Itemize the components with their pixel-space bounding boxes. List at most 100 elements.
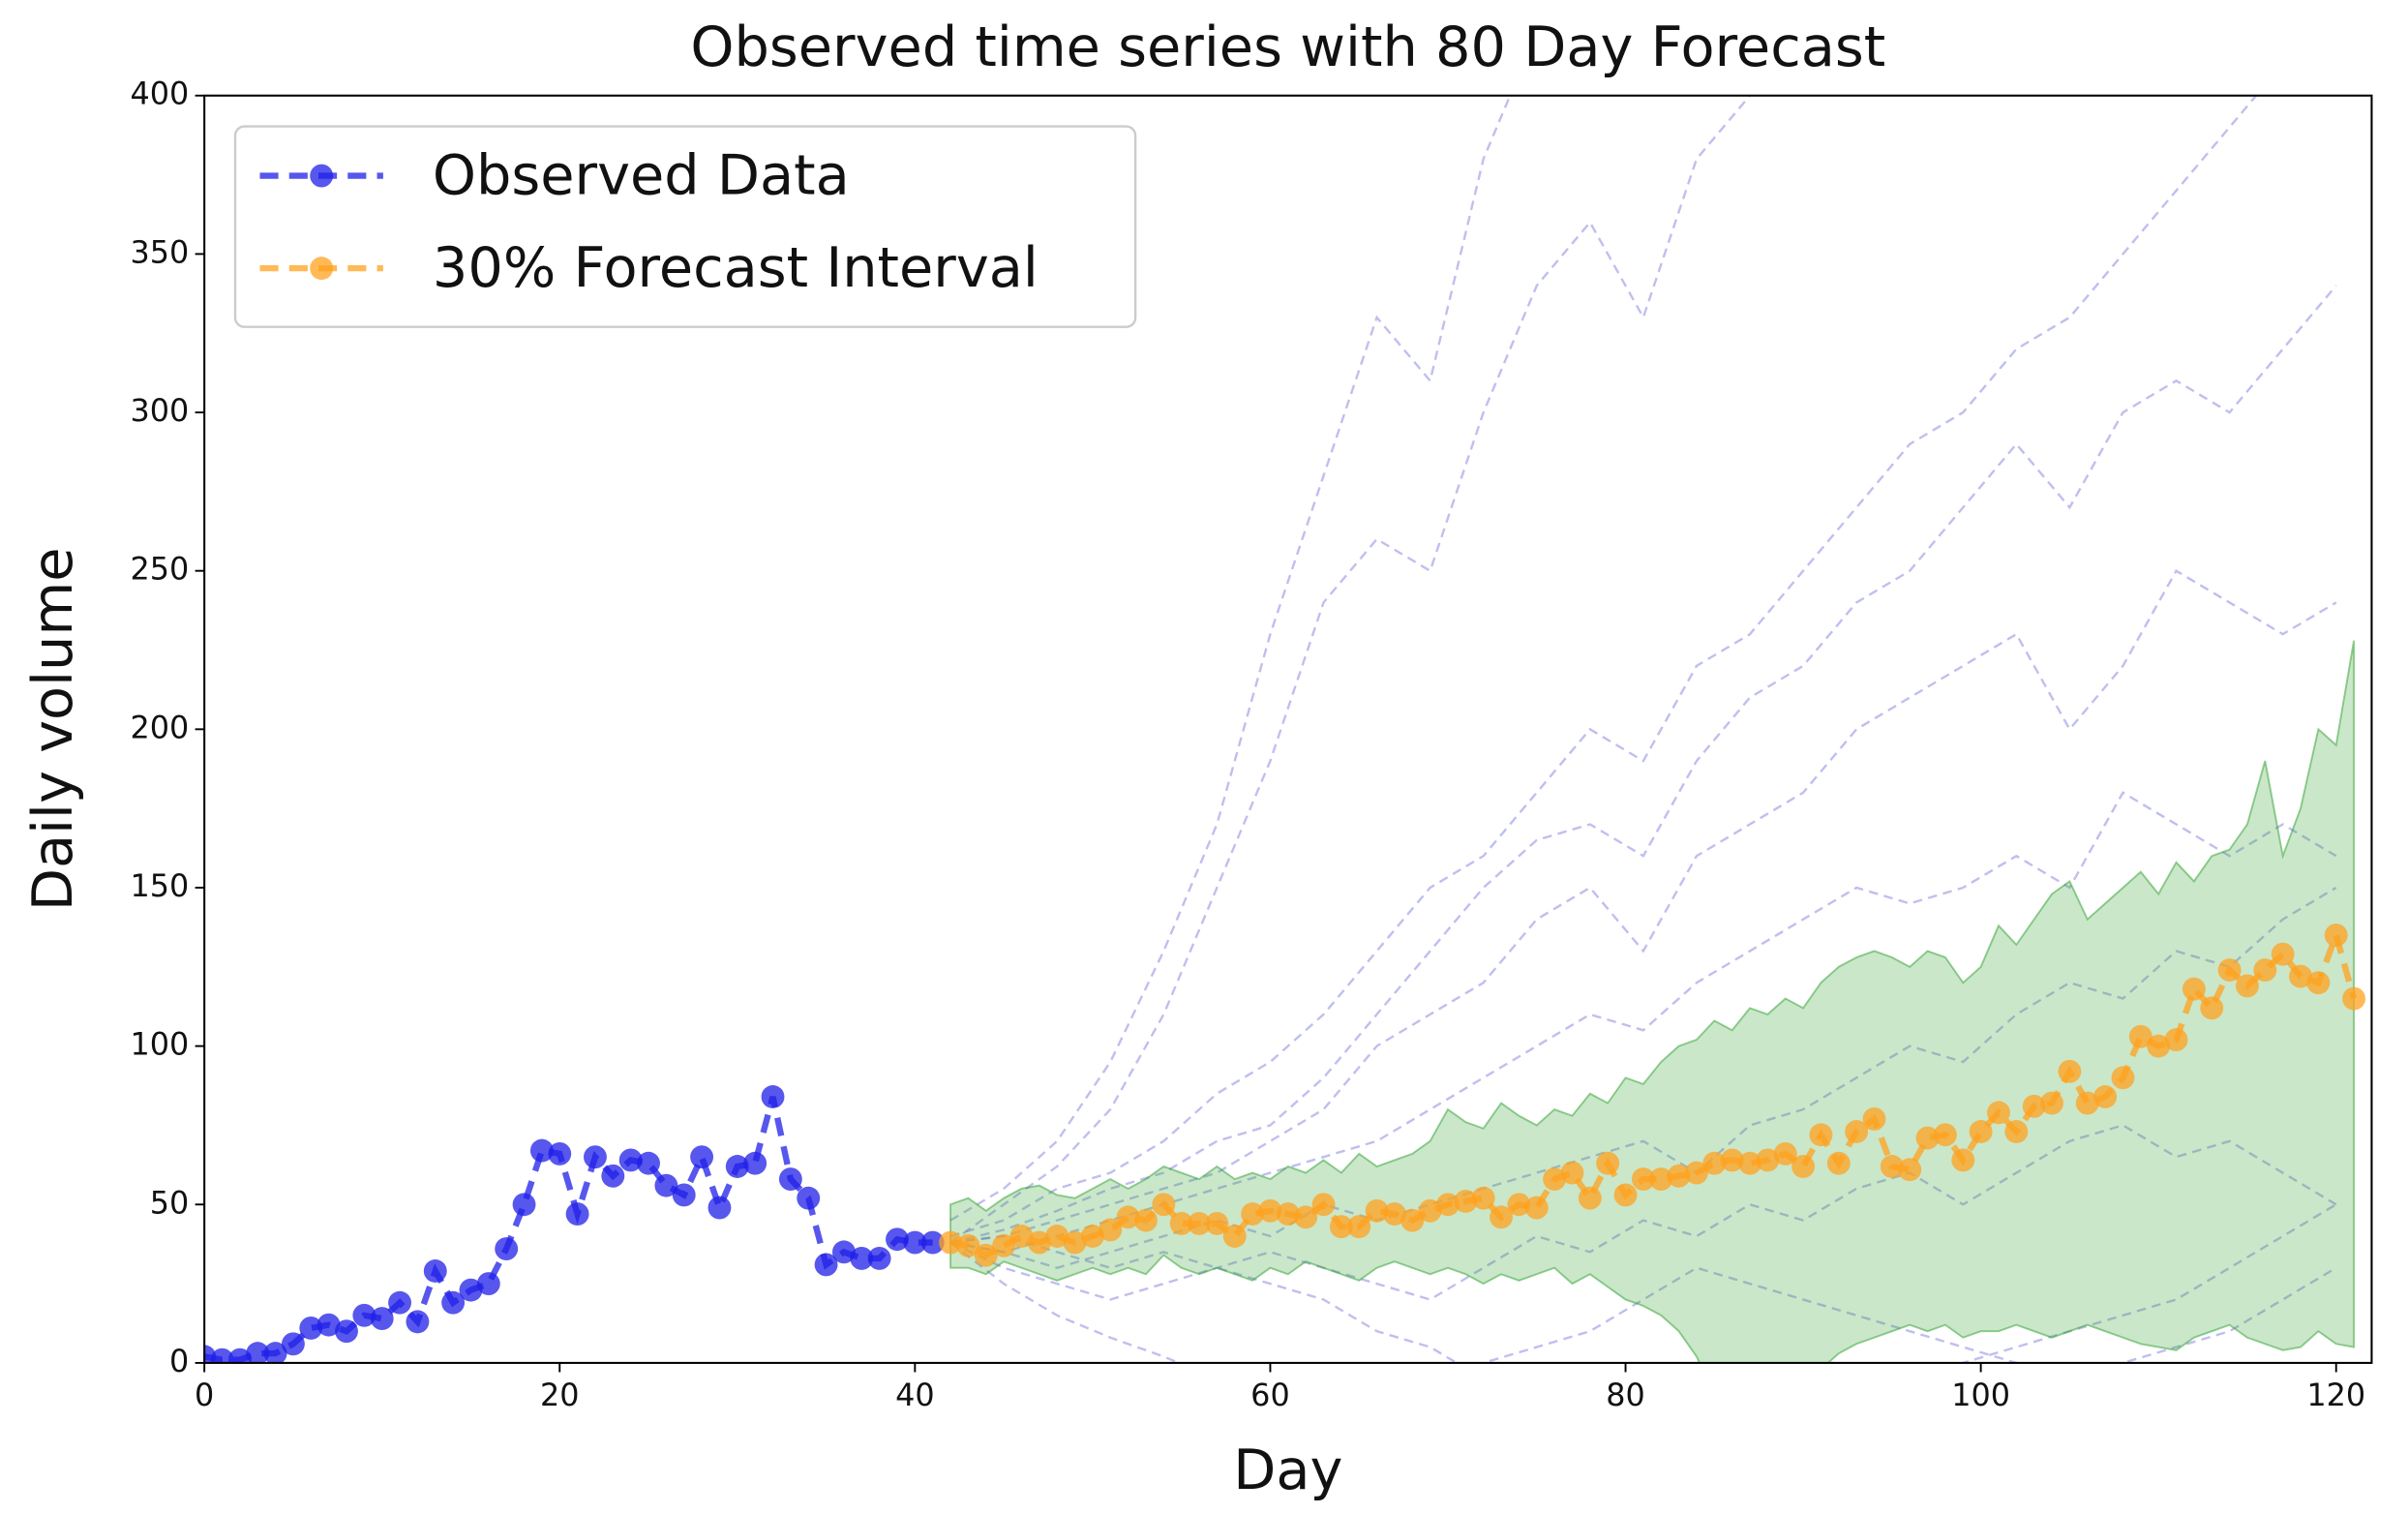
data-point bbox=[2182, 977, 2206, 1001]
legend: Observed Data 30% Forecast Interval bbox=[233, 125, 1137, 328]
data-point bbox=[263, 1342, 287, 1363]
data-point bbox=[246, 1342, 270, 1363]
data-point bbox=[2058, 1059, 2082, 1083]
data-point bbox=[1080, 1225, 1104, 1248]
data-point bbox=[2093, 1085, 2118, 1108]
data-point bbox=[850, 1246, 874, 1270]
data-point bbox=[654, 1173, 678, 1197]
data-point bbox=[761, 1085, 785, 1108]
data-point bbox=[2253, 958, 2277, 983]
data-point bbox=[370, 1307, 394, 1331]
data-point bbox=[281, 1332, 305, 1356]
data-point bbox=[1720, 1148, 1744, 1172]
data-point bbox=[956, 1233, 980, 1257]
legend-marker bbox=[310, 257, 334, 281]
data-point bbox=[814, 1253, 838, 1277]
x-axis-label: Day bbox=[1233, 1438, 1342, 1502]
simulation-line bbox=[949, 95, 1752, 1244]
data-point bbox=[1490, 1205, 1514, 1229]
simulation-line bbox=[949, 1203, 2337, 1363]
x-tick-label: 0 bbox=[195, 1377, 214, 1413]
data-point bbox=[1685, 1161, 1708, 1185]
data-point bbox=[1862, 1106, 1886, 1131]
x-tick-label: 100 bbox=[1951, 1377, 2010, 1413]
data-point bbox=[1738, 1151, 1761, 1175]
data-point bbox=[210, 1347, 234, 1363]
data-point bbox=[831, 1240, 856, 1264]
data-point bbox=[618, 1148, 643, 1172]
data-point bbox=[2128, 1024, 2152, 1048]
data-point bbox=[1116, 1205, 1140, 1229]
data-point bbox=[1418, 1198, 1442, 1223]
data-point bbox=[2147, 1034, 2171, 1058]
simulation-line bbox=[949, 95, 2336, 1238]
data-point bbox=[1987, 1101, 2010, 1125]
data-point bbox=[1845, 1120, 1869, 1143]
simulation-line bbox=[949, 791, 2337, 1254]
data-point bbox=[2324, 924, 2348, 948]
data-point bbox=[2289, 964, 2312, 988]
data-point bbox=[1969, 1120, 1993, 1143]
data-point bbox=[1915, 1126, 1940, 1150]
data-point bbox=[1933, 1123, 1957, 1147]
y-tick-label: 250 bbox=[130, 551, 189, 588]
data-point bbox=[352, 1303, 376, 1327]
data-point bbox=[1560, 1161, 1584, 1185]
data-point bbox=[1294, 1205, 1318, 1229]
data-point bbox=[476, 1272, 500, 1296]
data-point bbox=[1809, 1123, 1833, 1147]
data-point bbox=[1507, 1193, 1531, 1217]
data-point bbox=[1880, 1155, 1904, 1178]
data-point bbox=[2217, 958, 2242, 983]
data-point bbox=[565, 1202, 589, 1226]
data-point bbox=[2271, 942, 2295, 966]
data-point bbox=[1169, 1211, 1193, 1235]
data-point bbox=[867, 1246, 891, 1270]
data-point bbox=[423, 1259, 447, 1283]
data-point bbox=[707, 1196, 732, 1220]
data-point bbox=[743, 1151, 768, 1175]
data-point bbox=[388, 1290, 412, 1315]
y-tick-label: 0 bbox=[169, 1343, 189, 1379]
data-point bbox=[1134, 1208, 1158, 1232]
legend-label: Observed Data bbox=[433, 142, 850, 207]
legend-box bbox=[233, 125, 1137, 328]
data-point bbox=[1631, 1167, 1655, 1192]
data-point bbox=[2306, 971, 2331, 995]
data-point bbox=[1791, 1155, 1816, 1178]
data-point bbox=[1152, 1193, 1176, 1217]
data-point bbox=[1365, 1198, 1389, 1223]
data-point bbox=[1951, 1148, 1975, 1172]
data-point bbox=[2236, 974, 2259, 998]
data-point bbox=[672, 1183, 696, 1207]
plot-area bbox=[204, 95, 2366, 1363]
y-tick-label: 400 bbox=[130, 76, 189, 112]
data-point bbox=[1063, 1230, 1087, 1255]
data-point bbox=[2022, 1094, 2046, 1118]
data-point bbox=[1578, 1186, 1602, 1210]
data-point bbox=[227, 1347, 252, 1363]
y-tick-label: 350 bbox=[130, 233, 189, 270]
data-point bbox=[1471, 1186, 1495, 1210]
data-point bbox=[1756, 1148, 1780, 1172]
data-point bbox=[903, 1230, 927, 1255]
data-point bbox=[690, 1145, 714, 1169]
data-point bbox=[1099, 1218, 1123, 1242]
y-tick-label: 200 bbox=[130, 709, 189, 745]
data-point bbox=[316, 1313, 341, 1337]
data-point bbox=[1524, 1196, 1549, 1220]
legend-marker bbox=[310, 164, 334, 188]
data-point bbox=[1613, 1183, 1638, 1207]
data-point bbox=[1454, 1190, 1478, 1213]
y-tick-label: 150 bbox=[130, 867, 189, 904]
data-point bbox=[886, 1227, 909, 1252]
data-point bbox=[2040, 1091, 2064, 1115]
chart-title: Observed time series with 80 Day Forecas… bbox=[690, 15, 1885, 79]
data-point bbox=[1596, 1151, 1620, 1175]
data-point bbox=[1773, 1141, 1797, 1166]
data-point bbox=[1826, 1151, 1851, 1175]
data-point bbox=[495, 1237, 519, 1261]
y-tick-label: 300 bbox=[130, 392, 189, 429]
data-point bbox=[2200, 996, 2224, 1020]
data-point bbox=[1649, 1167, 1673, 1192]
